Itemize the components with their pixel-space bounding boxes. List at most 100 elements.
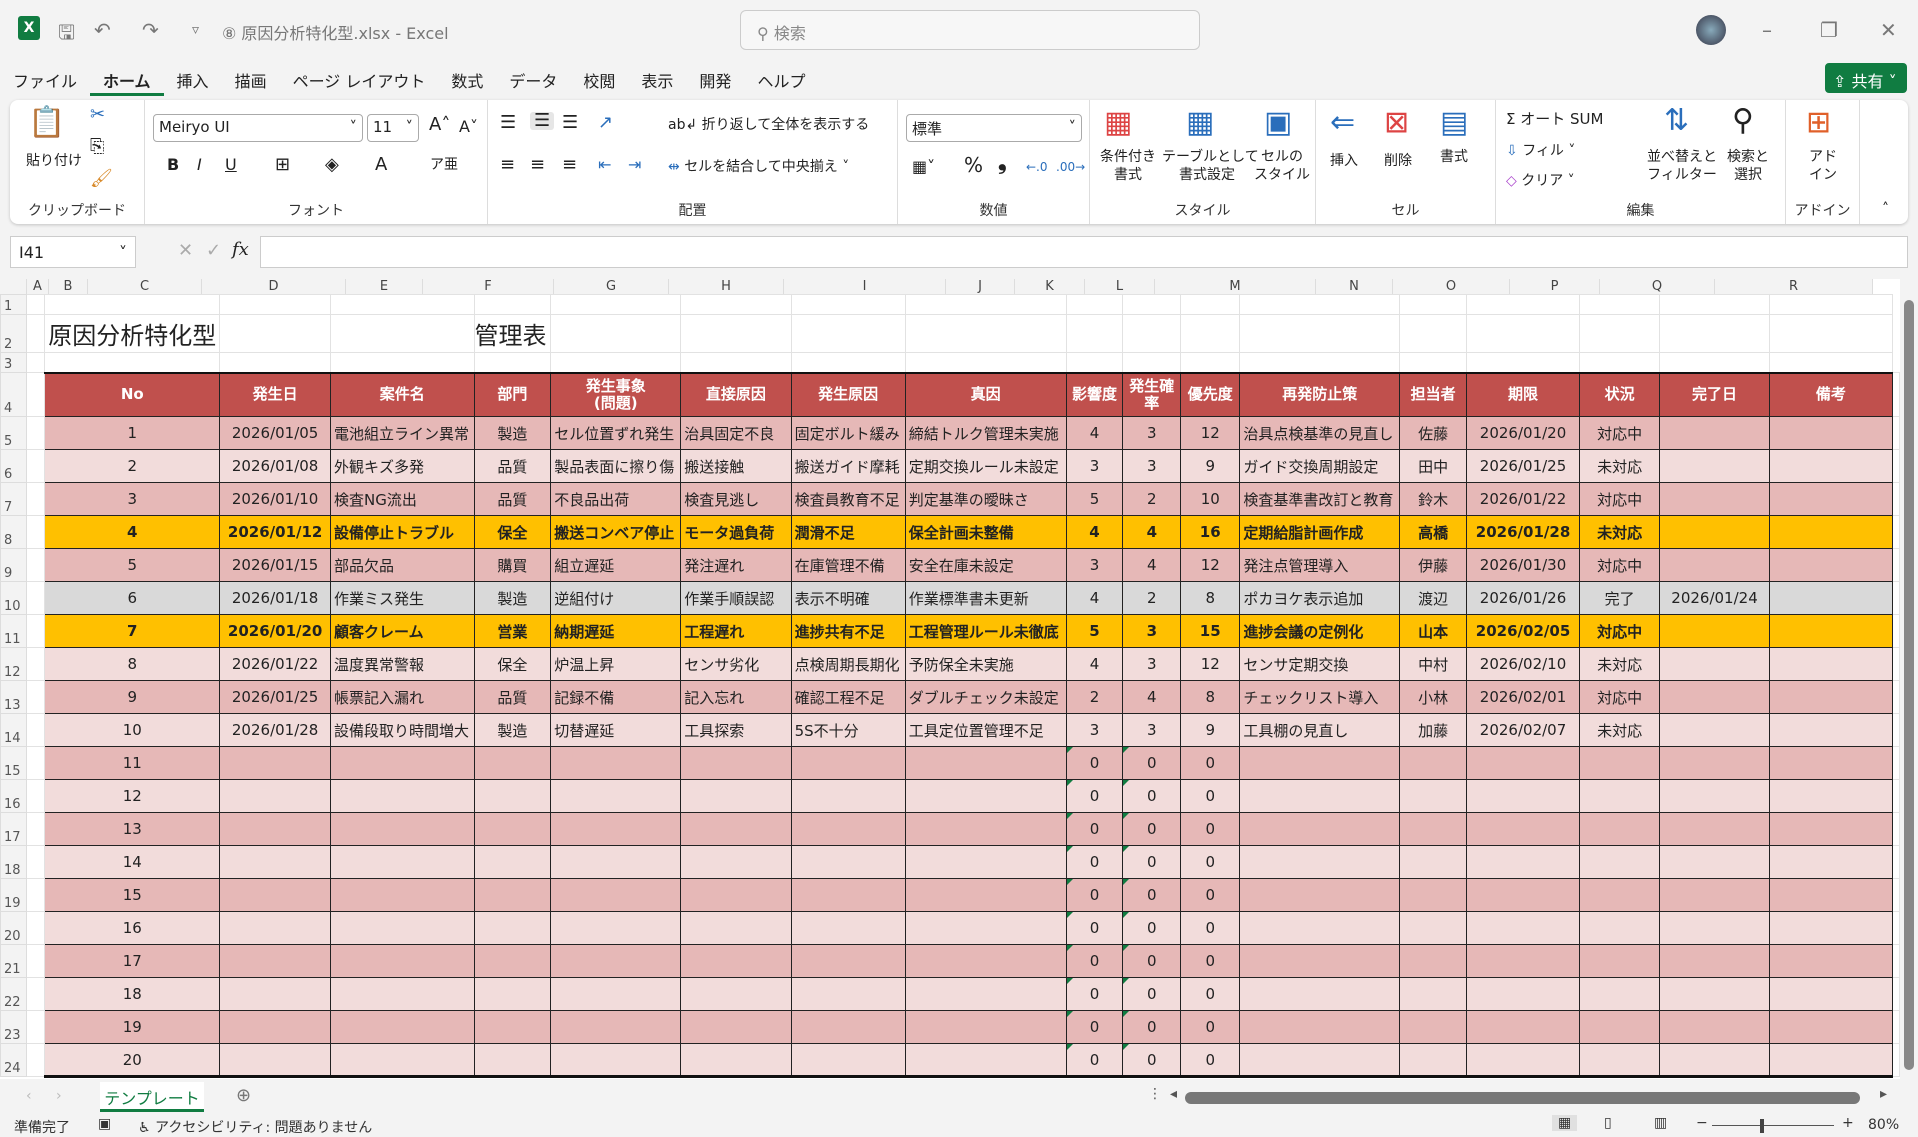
borders-icon[interactable]: ⊞ xyxy=(275,154,291,175)
error-indicator-icon[interactable] xyxy=(1123,945,1130,951)
cell[interactable]: 0 xyxy=(1065,1010,1124,1044)
cell[interactable] xyxy=(904,314,1067,353)
cell[interactable]: 2026/01/20 xyxy=(1466,416,1581,450)
insert-cells-icon[interactable]: ⇐ xyxy=(1330,105,1356,140)
vertical-scroll-thumb[interactable] xyxy=(1904,300,1914,1070)
cell[interactable]: 0 xyxy=(1180,746,1241,780)
row-header[interactable]: 13 xyxy=(0,680,28,714)
number-format-select[interactable]: 標準 ˅ xyxy=(906,114,1082,142)
sheet-subtitle[interactable]: 管理表 xyxy=(473,314,552,353)
cell[interactable] xyxy=(680,845,792,879)
undo-icon[interactable]: ↶ xyxy=(94,18,111,42)
column-header-cell[interactable]: 完了日 xyxy=(1659,371,1770,417)
cell[interactable] xyxy=(26,614,46,648)
cell[interactable]: 12 xyxy=(1180,416,1241,450)
cell[interactable] xyxy=(1768,1010,1894,1044)
cell[interactable]: ダブルチェック未設定 xyxy=(904,680,1067,714)
cell[interactable]: 品質 xyxy=(473,449,552,483)
row-header[interactable]: 24 xyxy=(0,1043,28,1077)
cell[interactable] xyxy=(26,449,46,483)
cell[interactable]: 営業 xyxy=(473,614,552,648)
cell[interactable]: 伊藤 xyxy=(1399,548,1468,582)
cell[interactable]: 1 xyxy=(44,416,221,450)
column-header[interactable]: F xyxy=(423,279,554,294)
column-header[interactable]: E xyxy=(346,279,423,294)
cell[interactable] xyxy=(1768,482,1894,516)
cell[interactable] xyxy=(26,416,46,450)
cell[interactable] xyxy=(26,779,46,813)
cell[interactable] xyxy=(473,977,552,1011)
cell[interactable] xyxy=(904,911,1067,945)
column-header[interactable]: N xyxy=(1316,279,1393,294)
cell[interactable] xyxy=(550,944,682,978)
cell[interactable]: 組立遅延 xyxy=(550,548,682,582)
cell[interactable] xyxy=(26,1043,46,1077)
cell[interactable]: 完了 xyxy=(1579,581,1661,615)
cell[interactable] xyxy=(473,352,552,373)
insert-cells-button[interactable]: 挿入 xyxy=(1330,153,1358,169)
cell[interactable]: 14 xyxy=(44,845,221,879)
cell[interactable] xyxy=(26,515,46,549)
cell[interactable]: 発注遅れ xyxy=(680,548,792,582)
cell[interactable] xyxy=(26,482,46,516)
cell[interactable]: 7 xyxy=(44,614,221,648)
error-indicator-icon[interactable] xyxy=(1123,879,1130,885)
cell[interactable] xyxy=(1239,1010,1401,1044)
cell[interactable] xyxy=(790,746,906,780)
cell[interactable] xyxy=(26,1010,46,1044)
cell[interactable] xyxy=(1768,614,1894,648)
cell[interactable]: 設備段取り時間増大 xyxy=(330,713,475,747)
cell[interactable] xyxy=(1579,314,1661,353)
cell-styles-button[interactable]: セルの スタイル xyxy=(1254,149,1310,183)
cell[interactable] xyxy=(904,944,1067,978)
formula-input[interactable] xyxy=(260,236,1908,268)
cell[interactable]: 3 xyxy=(1122,449,1182,483)
cell[interactable]: 山本 xyxy=(1399,614,1468,648)
cell[interactable] xyxy=(1659,482,1770,516)
cell[interactable] xyxy=(330,779,475,813)
cell[interactable] xyxy=(1399,1043,1468,1078)
cell[interactable]: 2026/01/24 xyxy=(1659,581,1770,615)
format-painter-icon[interactable]: 🖌 xyxy=(90,168,113,189)
save-icon[interactable]: 🖫 xyxy=(58,20,76,44)
cell[interactable] xyxy=(1892,977,1900,1011)
cell[interactable] xyxy=(550,845,682,879)
cell[interactable]: 10 xyxy=(1180,482,1241,516)
align-middle-icon[interactable]: ☰ xyxy=(530,112,555,130)
cell[interactable]: 治具固定不良 xyxy=(680,416,792,450)
cell[interactable] xyxy=(1399,314,1468,353)
cell[interactable] xyxy=(1768,779,1894,813)
row-header[interactable]: 10 xyxy=(0,581,28,615)
column-header[interactable]: J xyxy=(946,279,1015,294)
paste-icon[interactable]: 📋 xyxy=(28,105,66,140)
cell[interactable] xyxy=(1466,314,1581,353)
cell[interactable]: 0 xyxy=(1122,779,1182,813)
cell[interactable] xyxy=(1180,352,1241,373)
wrap-text-button[interactable]: ab↲ 折り返して全体を表示する xyxy=(668,117,870,133)
cell[interactable]: 4 xyxy=(1065,581,1124,615)
addins-button[interactable]: アド イン xyxy=(1809,149,1837,183)
column-header[interactable]: L xyxy=(1085,279,1155,294)
cell[interactable]: 2026/01/12 xyxy=(219,515,332,549)
tab-6[interactable]: データ xyxy=(509,72,558,91)
zoom-in-button[interactable]: + xyxy=(1842,1115,1854,1131)
cell[interactable] xyxy=(473,911,552,945)
cell[interactable]: 保全 xyxy=(473,515,552,549)
cell[interactable]: 顧客クレーム xyxy=(330,614,475,648)
cell[interactable]: 2026/01/28 xyxy=(219,713,332,747)
cell[interactable] xyxy=(219,944,332,978)
tab-1[interactable]: ホーム xyxy=(90,64,164,96)
underline-button[interactable]: U xyxy=(225,155,237,174)
normal-view-icon[interactable]: ▦ xyxy=(1552,1115,1578,1131)
cell[interactable] xyxy=(904,845,1067,879)
cell[interactable]: 8 xyxy=(44,647,221,681)
cell[interactable] xyxy=(473,746,552,780)
error-indicator-icon[interactable] xyxy=(1067,780,1073,786)
restore-icon[interactable]: ❐ xyxy=(1820,18,1838,42)
cell[interactable] xyxy=(330,1010,475,1044)
cell[interactable] xyxy=(1892,944,1900,978)
cell[interactable]: 15 xyxy=(44,878,221,912)
tab-split-handle[interactable]: ⋮ xyxy=(1148,1086,1162,1102)
cell[interactable] xyxy=(1768,548,1894,582)
cell[interactable] xyxy=(330,352,475,373)
